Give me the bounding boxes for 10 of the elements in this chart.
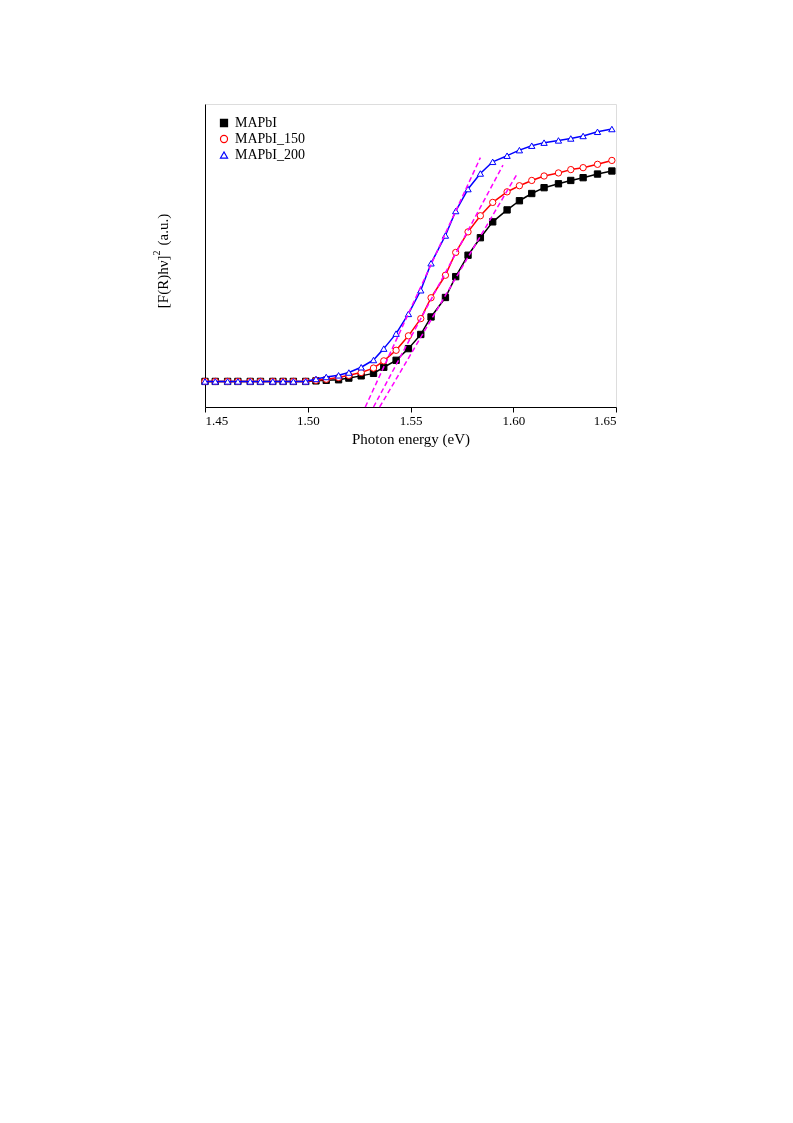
x-tick-label: 1.65 <box>593 412 617 428</box>
x-axis-title: Photon energy (eV) <box>351 430 471 448</box>
y-axis-title: [F(R)hν]2 (a.u.) <box>151 213 172 309</box>
x-tick-label: 1.50 <box>296 412 320 428</box>
legend-label: MAPbI_150 <box>235 131 306 146</box>
x-tick-label: 1.60 <box>502 412 526 428</box>
legend-label: MAPbI <box>235 115 278 130</box>
x-tick-label: 1.45 <box>205 412 229 428</box>
legend-label: MAPbI_200 <box>235 147 306 162</box>
x-tick-label: 1.55 <box>399 412 423 428</box>
